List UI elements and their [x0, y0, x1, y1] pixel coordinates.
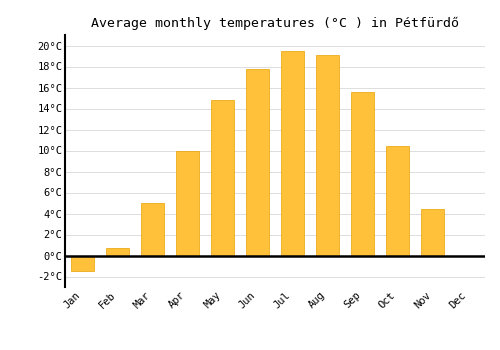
- Bar: [351, 92, 374, 256]
- Bar: [71, 256, 94, 271]
- Bar: [421, 209, 444, 256]
- Bar: [106, 248, 129, 255]
- Bar: [211, 100, 234, 256]
- Bar: [141, 203, 164, 256]
- Bar: [316, 55, 339, 256]
- Title: Average monthly temperatures (°C ) in Pétfürdő: Average monthly temperatures (°C ) in Pé…: [91, 16, 459, 30]
- Bar: [281, 51, 304, 256]
- Bar: [386, 146, 409, 256]
- Bar: [176, 150, 199, 256]
- Bar: [246, 69, 269, 256]
